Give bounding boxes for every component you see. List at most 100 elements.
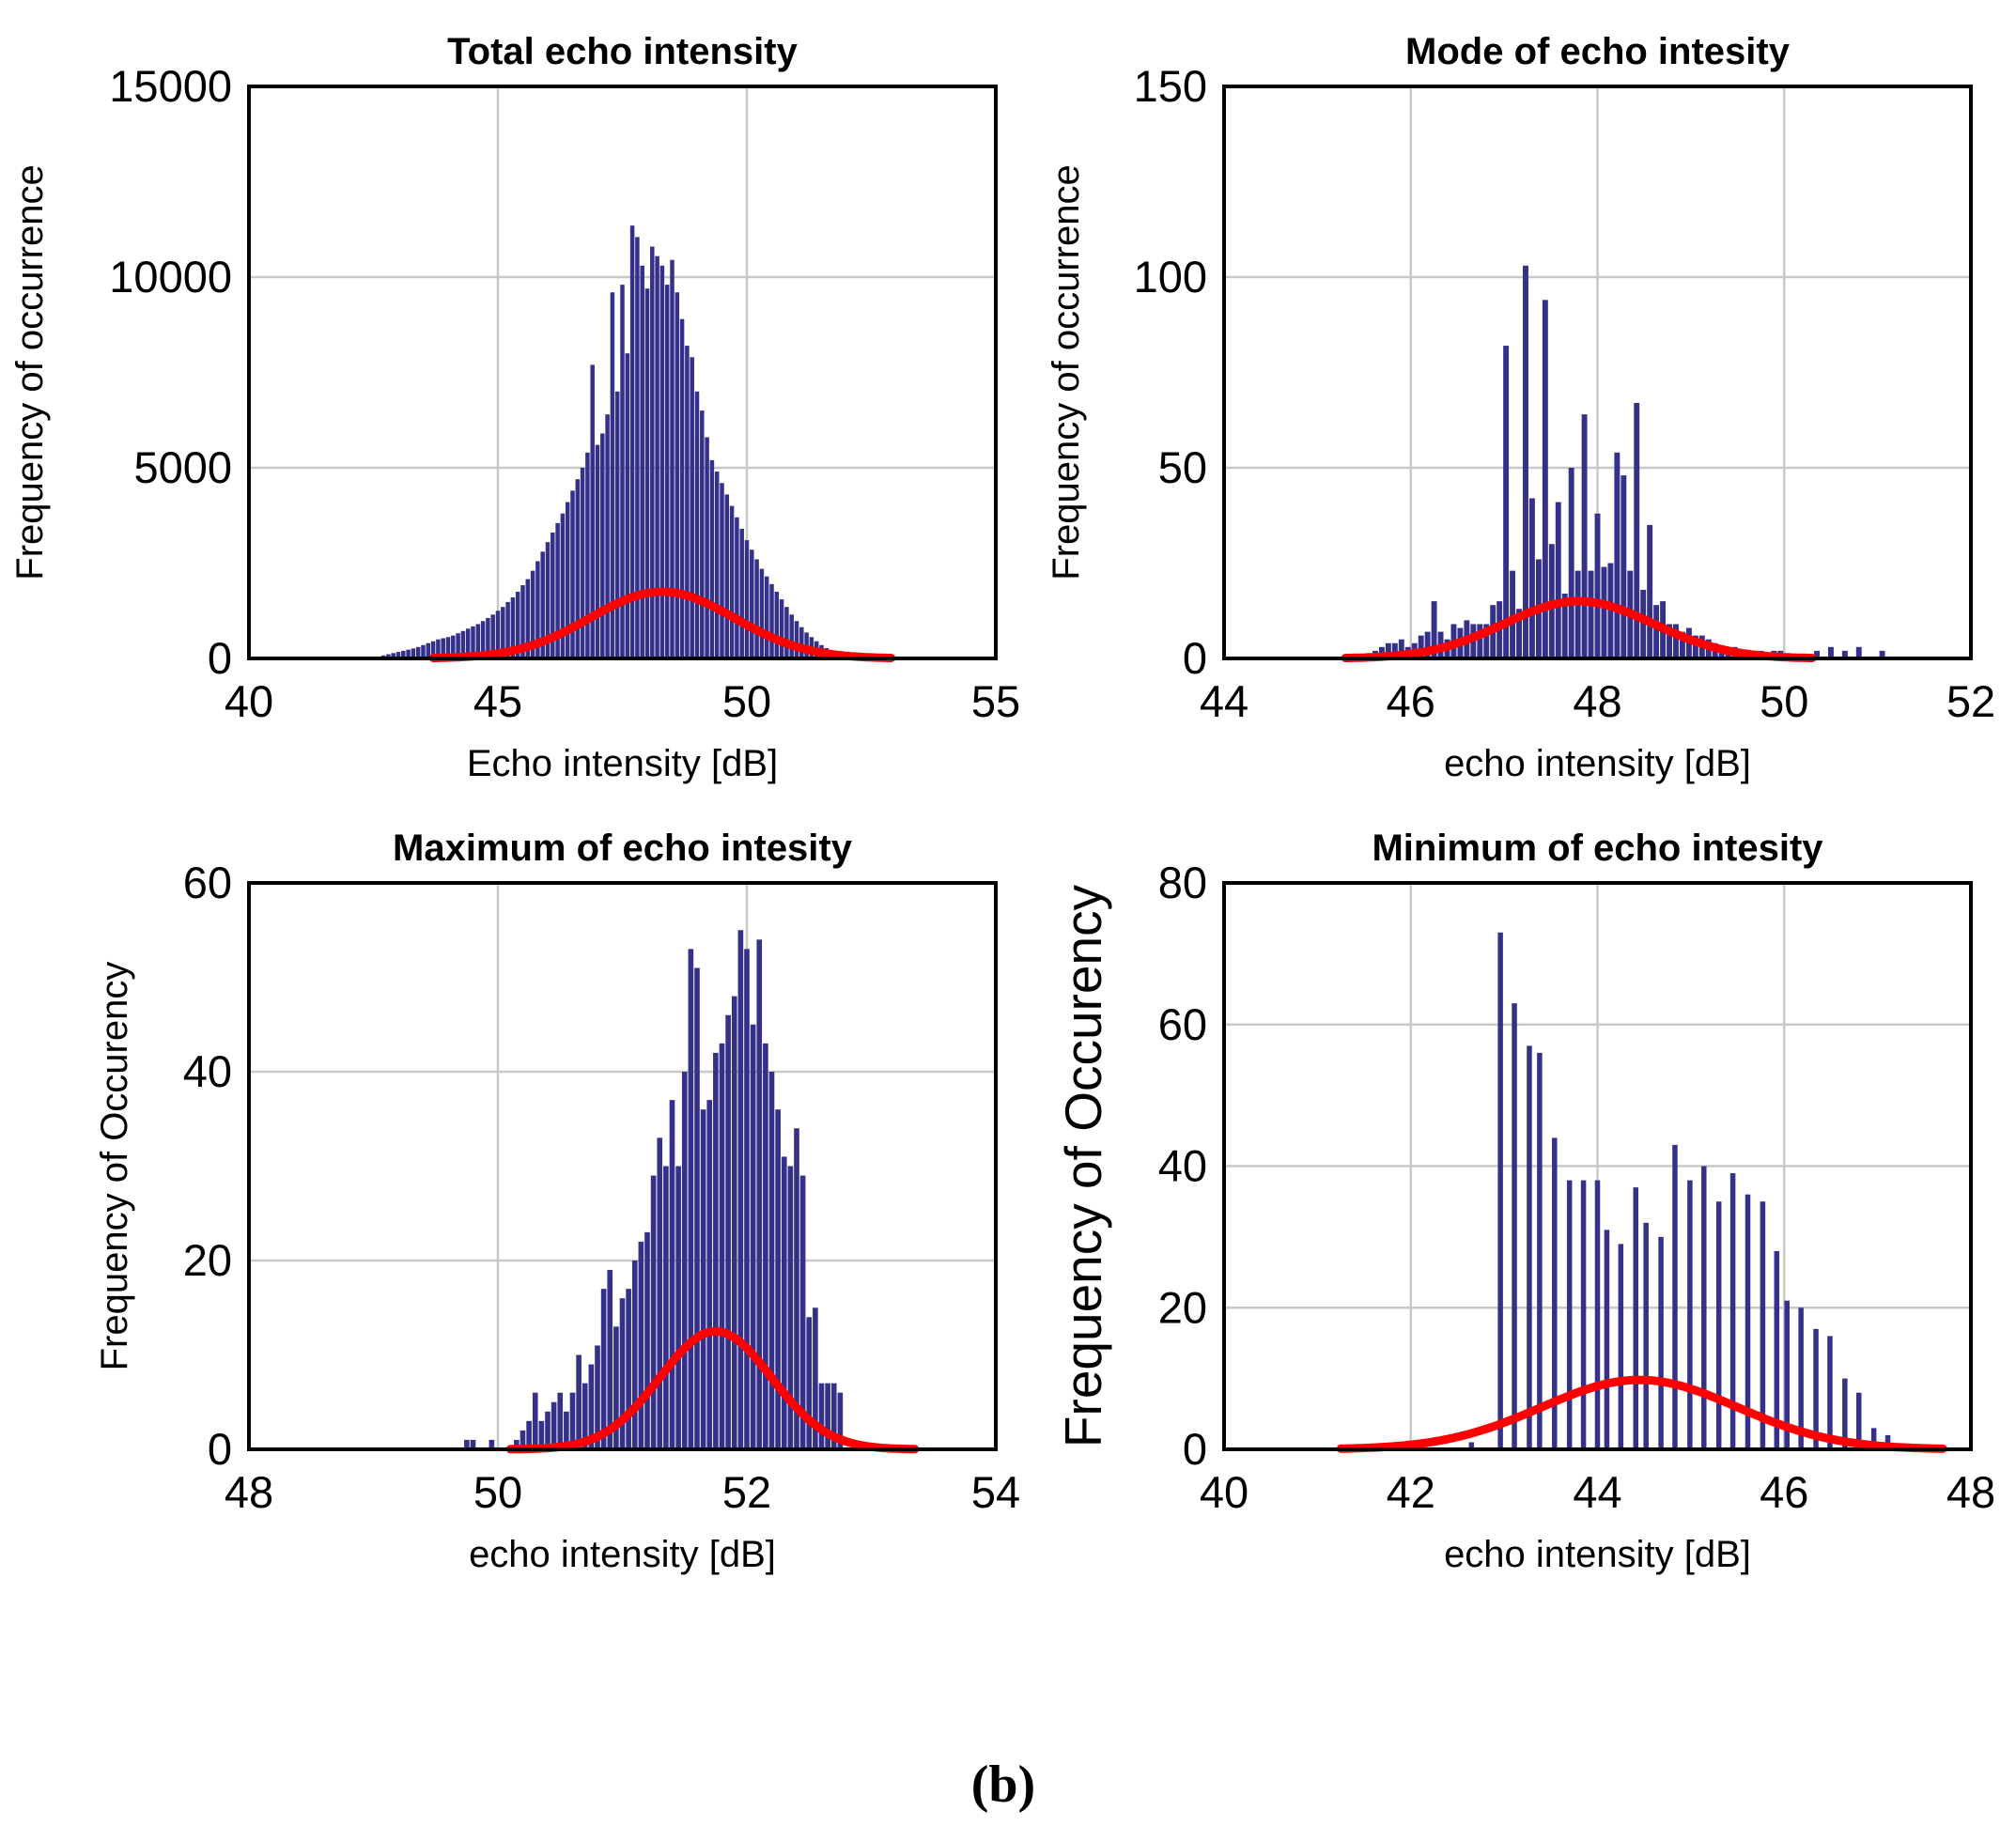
histogram-bar [1431,601,1437,658]
histogram-bar [395,652,401,658]
x-tick-label: 44 [1573,1467,1621,1517]
histogram-bar [675,292,680,658]
x-tick-label: 45 [473,676,522,726]
histogram-bar [1594,1180,1601,1449]
histogram-bar [1418,635,1424,658]
histogram-bar [471,626,475,658]
histogram-bar [799,1175,806,1449]
histogram-bar [545,1411,551,1449]
histogram-bar [794,1128,799,1449]
histogram-bar [1855,646,1862,658]
histogram-bar [1879,650,1885,658]
histogram-bar [411,648,416,658]
y-tick-label: 150 [1134,61,1207,111]
histogram-bar [445,637,451,658]
histogram-bar [1385,642,1391,658]
histogram-bar [1516,609,1522,658]
histogram-bar [688,949,694,1449]
histogram-bar [735,517,739,658]
histogram-bar [1658,1236,1664,1449]
x-tick-label: 50 [1760,676,1808,726]
histogram-bar [787,1166,794,1449]
histogram-bar [744,949,750,1449]
histogram-bar [570,490,575,658]
histogram-bar [659,265,665,658]
histogram-bar [486,617,490,658]
histogram-bar [551,1401,557,1449]
histogram-bar [465,628,471,658]
x-tick-label: 52 [722,1467,771,1517]
histogram-bar [1633,1187,1638,1449]
histogram-bar [1729,1173,1736,1449]
histogram-bar [460,630,466,658]
histogram-bar [1561,593,1568,658]
histogram-bar [515,591,520,658]
histogram-bar [813,1307,818,1449]
y-tick-label: 50 [1158,442,1207,492]
histogram-bar [774,591,780,658]
histogram-bar [1581,414,1588,658]
histogram-bar [629,225,635,658]
histogram-bar [714,472,720,658]
figure-caption: (b) [971,1756,1035,1814]
histogram-bar [1552,1137,1558,1449]
histogram-bar [575,479,581,658]
histogram-bar [1827,1336,1833,1449]
histogram-bar [1842,1378,1848,1449]
y-tick-label: 10000 [109,252,232,302]
y-axis-label: Frequency of occurrence [1046,164,1087,580]
histogram-bar [441,638,445,658]
normal-fit-curve [505,1326,920,1454]
histogram-bar [576,1354,582,1449]
histogram-bar [685,346,690,658]
histogram-bar [557,1392,564,1449]
histogram-bar [638,1241,644,1449]
histogram-bar [729,505,735,658]
histogram-bar [818,1383,825,1449]
histogram-bar [488,1439,495,1449]
histogram-bar [564,1411,569,1449]
histogram-bar [1555,502,1561,658]
histogram-bar [1477,624,1483,658]
histogram-bar [626,1289,631,1449]
histogram-bar [1542,300,1548,658]
histogram-bar [595,1345,600,1449]
histogram-bar [520,585,525,658]
histogram-bar [526,1420,532,1449]
histogram-bar [538,1420,545,1449]
histogram-bar [1398,639,1404,658]
histogram-bar [464,1439,470,1449]
histogram-bar [555,522,560,658]
histogram-bar [1715,1201,1722,1449]
histogram-bar [620,285,625,658]
histogram-bar [600,1289,607,1449]
histogram-bar [535,561,540,658]
histogram-bar [657,1137,663,1449]
histogram-bar [670,259,675,658]
histogram-bar [725,1014,731,1449]
histogram-bar [1784,1300,1790,1449]
histogram-bar [768,1072,775,1449]
histogram-bar [709,459,715,658]
histogram-bar [470,1439,476,1449]
histogram-bar [614,391,620,658]
y-tick-label: 100 [1134,252,1207,302]
histogram-bar [1528,498,1535,658]
histogram-bar [724,494,730,658]
histogram-bar [1607,563,1614,658]
y-tick-label: 60 [183,858,232,907]
histogram-bar [1503,346,1510,658]
histogram-bar [1594,513,1601,658]
histogram-bar [1634,402,1640,658]
histogram-bar [1679,631,1685,658]
x-tick-label: 40 [1200,1467,1248,1517]
histogram-bar [631,1261,638,1449]
histogram-bar [640,265,644,658]
normal-fit-curve [428,587,896,662]
histogram-bar [694,391,700,658]
histogram-bar [1618,1244,1624,1449]
plot-frame [247,85,998,660]
histogram-bar [456,633,460,658]
histogram-bar [1653,605,1660,658]
histogram-bar [759,568,765,658]
